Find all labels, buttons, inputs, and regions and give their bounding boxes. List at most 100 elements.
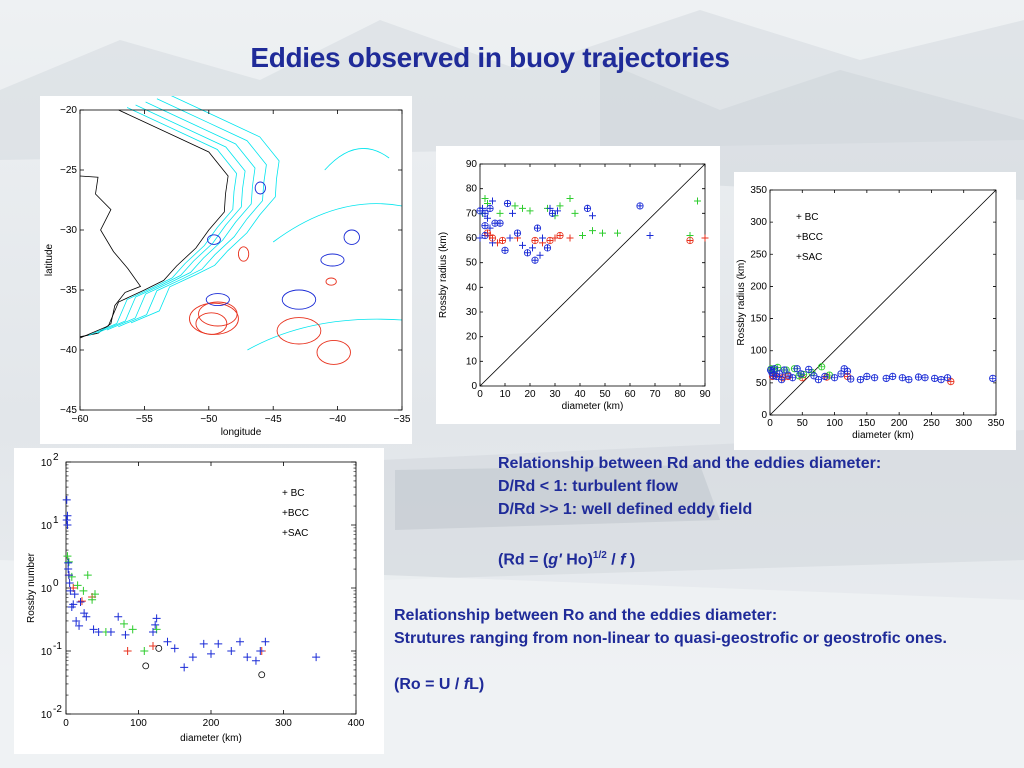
bathymetry-contour (130, 96, 280, 324)
x-tick-label: 90 (699, 389, 711, 400)
data-point-ring (501, 246, 509, 254)
data-point-sac (788, 374, 797, 382)
legend-entry: +BCC (282, 508, 309, 519)
data-point-sac (149, 628, 157, 637)
x-axis-label: diameter (km) (180, 733, 242, 744)
data-point-bcc (511, 202, 519, 210)
data-point-circle (155, 644, 163, 652)
x-tick-label: 50 (797, 418, 809, 429)
rd-notes-line1: Relationship between Rd and the eddies d… (498, 455, 882, 472)
data-point-bcc (556, 202, 564, 210)
data-point-ring (483, 229, 492, 237)
data-point-sac (830, 374, 839, 382)
eddy-loop (276, 317, 322, 345)
data-point-bcc (79, 586, 88, 595)
x-tick-label: 300 (955, 418, 972, 429)
x-tick-label: 200 (891, 418, 908, 429)
x-tick-label: 30 (549, 389, 561, 400)
rd-notes: Relationship between Rd and the eddies d… (498, 452, 881, 571)
data-point-sac (62, 516, 71, 525)
data-point-bcc (128, 625, 137, 634)
eddy-loop (207, 234, 221, 245)
data-point-sac (312, 653, 321, 662)
legend-entry: + BC (796, 212, 819, 223)
data-point-sac (476, 234, 484, 242)
y-axis-label: latitude (44, 243, 55, 276)
data-point-circle (142, 662, 150, 670)
y-tick-label: 20 (466, 332, 478, 343)
data-point-sac (931, 374, 939, 383)
data-point-sac (770, 365, 779, 373)
y-tick-label: 60 (466, 233, 478, 244)
eddy-map-chart: −60 −55 −50 −45 −40 −35−20−25−30−35−40−45long… (44, 96, 411, 438)
data-point-sac (536, 251, 544, 259)
bathymetry-contour (96, 104, 246, 334)
data-point-ring (686, 236, 694, 245)
data-point-ring (546, 236, 554, 245)
y-tick-label: 0 (471, 381, 477, 392)
x-tick-label: 80 (674, 389, 686, 400)
data-point-sac (882, 374, 890, 383)
data-point-sac (214, 639, 223, 648)
data-point-sac (486, 204, 494, 212)
data-point-bcc (579, 232, 586, 240)
data-point-bcc (63, 552, 72, 561)
bathymetry-contour (118, 98, 267, 328)
x-tick-label: 350 (988, 418, 1005, 429)
legend-entry: +SAC (282, 528, 308, 539)
y-tick-label: −45 (60, 405, 77, 416)
data-point-bc (546, 236, 554, 244)
x-axis-label: diameter (km) (852, 430, 914, 441)
data-point-sac (207, 649, 215, 658)
data-point-bcc (484, 199, 491, 207)
one-to-one-line (769, 189, 997, 416)
data-point-bcc (694, 197, 701, 205)
data-point-sac (64, 565, 73, 574)
plot-frame (65, 461, 357, 715)
bathymetry-contour (88, 107, 238, 336)
y-tick-label: 200 (750, 281, 767, 292)
y-tick-label: 30 (466, 307, 478, 318)
bathymetry-contour (324, 148, 390, 171)
data-point-sac (70, 590, 79, 599)
x-tick-label: −45 (265, 414, 282, 425)
y-axis-label: Rossby number (26, 552, 37, 623)
data-point-ring (531, 236, 539, 245)
data-point-sac (797, 370, 805, 378)
data-point-sac (496, 219, 504, 227)
legend-entry: +SAC (796, 252, 822, 263)
data-point-ring (533, 224, 542, 232)
x-tick-label: 100 (826, 418, 843, 429)
data-point-sac (152, 614, 161, 623)
y-tick-label: −30 (60, 225, 77, 236)
data-point-sac (777, 375, 786, 384)
data-point-bc (701, 234, 709, 242)
data-point-sac (256, 647, 265, 655)
data-point-sac (66, 586, 75, 595)
y-tick-label: −35 (60, 285, 77, 296)
data-point-sac (106, 628, 115, 637)
x-tick-label: 300 (275, 718, 292, 729)
data-point-sac (251, 656, 260, 665)
x-tick-label: −40 (329, 414, 346, 425)
x-tick-label: 400 (348, 718, 365, 729)
data-point-sac (810, 372, 818, 380)
y-tick-exponent: 1 (53, 515, 59, 526)
data-point-sac (943, 374, 952, 382)
data-point-ring (531, 256, 539, 264)
y-tick-exponent: 0 (53, 578, 59, 589)
x-axis-label: longitude (221, 427, 262, 438)
data-point-sac (151, 620, 160, 629)
rd-notes-line3: D/Rd >> 1: well defined eddy field (498, 501, 753, 518)
y-tick-label: 50 (756, 378, 768, 389)
data-point-ring (496, 219, 504, 227)
data-point-ring (548, 209, 557, 217)
data-point-sac (870, 374, 879, 382)
data-point-sac (514, 229, 521, 237)
data-point-bcc (589, 227, 596, 235)
data-point-sac (114, 612, 123, 621)
data-point-sac (549, 209, 556, 217)
x-tick-label: 150 (859, 418, 876, 429)
data-point-sac (170, 644, 179, 653)
eddy-loop (205, 293, 230, 307)
